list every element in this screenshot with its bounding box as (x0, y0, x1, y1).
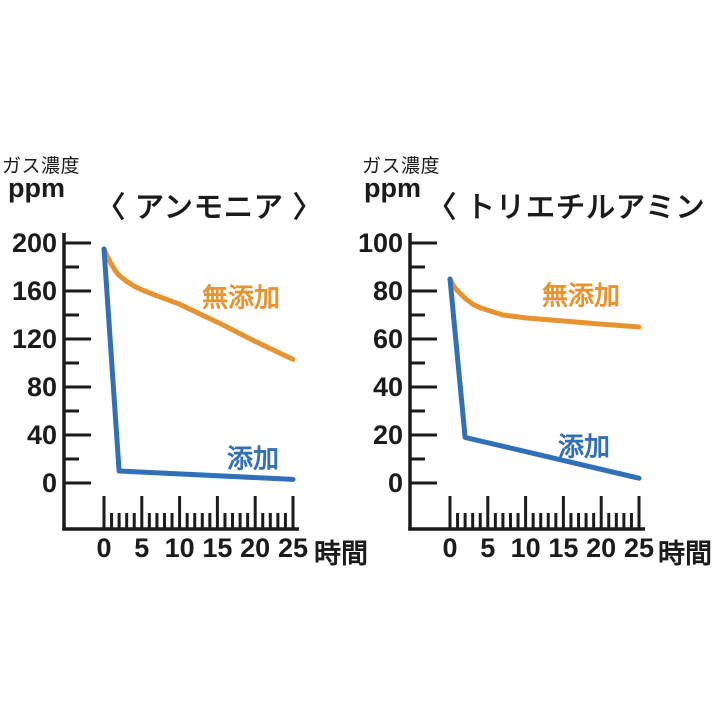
y-tick-label-triethylamine-0: 0 (387, 468, 403, 498)
y-tick-label-ammonia-40: 40 (26, 420, 57, 450)
series-label-additive-ammonia: 添加 (226, 443, 280, 474)
y-ticks (410, 241, 437, 485)
y-tick-label-ammonia-120: 120 (11, 324, 57, 354)
series-label-additive-triethylamine: 添加 (557, 431, 611, 462)
y-axis-unit-label-triethylamine: ガス濃度 (362, 156, 441, 177)
x-tick-label-triethylamine-10: 10 (510, 533, 541, 563)
series-line-additive-ammonia (101, 246, 296, 482)
x-ticks (102, 496, 295, 529)
series-label-no-additive-ammonia: 無添加 (201, 282, 281, 313)
chart-title-triethylamine: 〈 トリエチルアミン 〉 (427, 192, 713, 224)
y-tick-label-ammonia-80: 80 (26, 372, 57, 402)
x-axis-unit-label-triethylamine: 時間 (658, 539, 712, 569)
y-ticks (64, 241, 91, 485)
x-axis-unit-label-ammonia: 時間 (314, 539, 368, 569)
x-tick-label-triethylamine-15: 15 (548, 533, 579, 563)
chart-title-ammonia: 〈 アンモニア 〉 (96, 192, 323, 224)
x-tick-label-ammonia-20: 20 (240, 533, 271, 563)
x-tick-label-ammonia-0: 0 (96, 533, 112, 563)
y-tick-label-triethylamine-80: 80 (372, 276, 403, 306)
x-tick-label-triethylamine-25: 25 (623, 533, 655, 563)
x-tick-label-triethylamine-0: 0 (442, 533, 458, 563)
x-ticks (448, 496, 641, 529)
series-label-no-additive-triethylamine: 無添加 (541, 280, 621, 311)
y-tick-label-ammonia-0: 0 (41, 468, 57, 498)
x-tick-label-ammonia-15: 15 (202, 533, 233, 563)
x-tick-label-ammonia-10: 10 (164, 533, 195, 563)
y-tick-label-triethylamine-20: 20 (372, 420, 403, 450)
chart-plot-ammonia (62, 233, 299, 531)
y-axis-ppm-label-ammonia: ppm (8, 173, 65, 203)
x-tick-label-ammonia-25: 25 (277, 533, 309, 563)
x-tick-label-triethylamine-5: 5 (480, 533, 496, 563)
series-line-additive-triethylamine (447, 276, 642, 481)
series-line-no-additive-ammonia (101, 246, 296, 362)
y-tick-label-triethylamine-60: 60 (372, 324, 403, 354)
x-tick-label-ammonia-5: 5 (134, 533, 150, 563)
y-axis-unit-label-ammonia: ガス濃度 (2, 156, 81, 177)
y-tick-label-ammonia-200: 200 (11, 228, 57, 258)
y-axis-ppm-label-triethylamine: ppm (364, 173, 421, 203)
y-tick-label-triethylamine-100: 100 (357, 228, 403, 258)
x-tick-label-triethylamine-20: 20 (586, 533, 617, 563)
chart-plot-triethylamine (408, 233, 645, 531)
series-line-no-additive-triethylamine (447, 276, 642, 330)
y-tick-label-ammonia-160: 160 (11, 276, 57, 306)
y-tick-label-triethylamine-40: 40 (372, 372, 403, 402)
